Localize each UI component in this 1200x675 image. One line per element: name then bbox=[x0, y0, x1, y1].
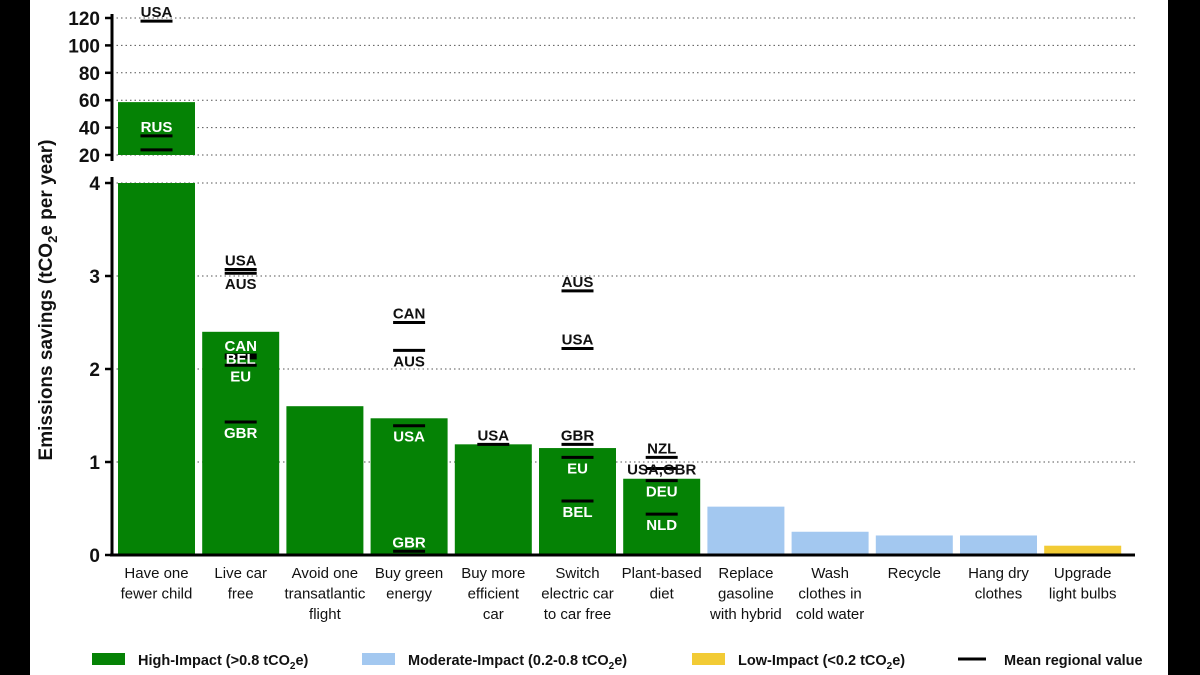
bar-11 bbox=[1044, 545, 1122, 555]
y-tick-label-upper-40: 40 bbox=[79, 119, 100, 140]
legend-label-mean: Mean regional value bbox=[1004, 653, 1143, 669]
marker-label-22: NLD bbox=[646, 517, 677, 534]
marker-label-14: AUS bbox=[562, 274, 594, 291]
marker-label-1: RUS bbox=[141, 119, 173, 136]
category-label-3: Buy green energy bbox=[375, 565, 443, 603]
marker-label-6: BEL bbox=[226, 351, 256, 368]
marker-label-13: USA bbox=[477, 427, 509, 444]
legend-swatch-moderate bbox=[362, 653, 395, 665]
axis-break bbox=[104, 161, 120, 177]
marker-label-18: BEL bbox=[563, 504, 593, 521]
category-label-0: Have one fewer child bbox=[121, 565, 193, 603]
legend-label-moderate: Moderate-Impact (0.2-0.8 tCO2e) bbox=[408, 653, 627, 672]
bar-2 bbox=[286, 406, 364, 555]
category-label-8: Wash clothes in cold water bbox=[796, 565, 864, 623]
bar-0-lower bbox=[118, 183, 195, 555]
marker-label-20: USA,GBR bbox=[627, 462, 696, 479]
category-label-9: Recycle bbox=[888, 565, 941, 582]
marker-label-7: EU bbox=[230, 368, 251, 385]
y-tick-label-upper-80: 80 bbox=[79, 64, 100, 85]
marker-label-19: NZL bbox=[647, 440, 676, 457]
marker-label-9: CAN bbox=[393, 306, 426, 323]
bars bbox=[118, 102, 1122, 555]
y-tick-label-lower-2: 2 bbox=[89, 360, 100, 381]
bar-4 bbox=[454, 444, 532, 555]
legend-label-high: High-Impact (>0.8 tCO2e) bbox=[138, 653, 309, 672]
marker-label-5: CAN bbox=[224, 338, 257, 355]
category-label-2: Avoid one transatlantic flight bbox=[284, 565, 365, 623]
y-tick-label-lower-3: 3 bbox=[89, 267, 100, 288]
bar-1 bbox=[202, 331, 280, 555]
y-axis-label: Emissions savings (tCO2e per year) bbox=[36, 140, 60, 461]
category-label-4: Buy more efficient car bbox=[461, 565, 525, 623]
y-tick-label-lower-0: 0 bbox=[89, 546, 100, 567]
category-label-1: Live car free bbox=[214, 565, 267, 603]
marker-label-3: USA bbox=[225, 252, 257, 269]
category-label-5: Switch electric car to car free bbox=[541, 565, 614, 623]
bar-7 bbox=[707, 506, 785, 555]
marker-label-4: AUS bbox=[225, 276, 257, 293]
bar-3 bbox=[370, 418, 448, 555]
bar-8 bbox=[791, 531, 869, 555]
marker-label-10: AUS bbox=[393, 353, 425, 370]
legend-swatch-high bbox=[92, 653, 125, 665]
category-label-7: Replace gasoline with hybrid bbox=[709, 565, 782, 623]
legend: High-Impact (>0.8 tCO2e) Moderate-Impact … bbox=[92, 653, 1143, 672]
axes: 0 1 2 3 4 20 40 60 80 100 120 bbox=[68, 9, 1135, 567]
marker-label-2: JPN bbox=[142, 153, 171, 170]
marker-label-17: EU bbox=[567, 460, 588, 477]
category-label-10: Hang dry clothes bbox=[968, 565, 1029, 603]
bar-9 bbox=[875, 535, 953, 555]
bar-0-upper bbox=[118, 102, 195, 155]
bar-6 bbox=[623, 478, 701, 555]
marker-label-8: GBR bbox=[224, 425, 258, 442]
y-tick-label-upper-100: 100 bbox=[68, 36, 100, 57]
marker-label-12: GBR bbox=[392, 534, 426, 551]
y-tick-label-lower-1: 1 bbox=[89, 453, 100, 474]
category-label-11: Upgrade light bulbs bbox=[1049, 565, 1117, 603]
marker-label-16: GBR bbox=[561, 427, 595, 444]
category-labels: Have one fewer child Live car free Avoid one… bbox=[121, 565, 1117, 623]
y-tick-label-lower-4: 4 bbox=[89, 174, 100, 195]
y-tick-label-upper-120: 120 bbox=[68, 9, 100, 30]
legend-swatch-low bbox=[692, 653, 725, 665]
category-label-6: Plant-based diet bbox=[622, 565, 702, 603]
bar-10 bbox=[960, 535, 1037, 555]
regional-markers: USARUSJPNUSAAUSCANBELEUGBRCANAUSUSAGBRUS… bbox=[140, 4, 696, 553]
marker-label-0: USA bbox=[141, 4, 173, 21]
marker-label-15: USA bbox=[562, 332, 594, 349]
marker-label-21: DEU bbox=[646, 484, 678, 501]
y-tick-label-upper-60: 60 bbox=[79, 91, 100, 112]
legend-label-low: Low-Impact (<0.2 tCO2e) bbox=[738, 653, 905, 672]
marker-label-11: USA bbox=[393, 429, 425, 446]
y-tick-label-upper-20: 20 bbox=[79, 146, 100, 167]
